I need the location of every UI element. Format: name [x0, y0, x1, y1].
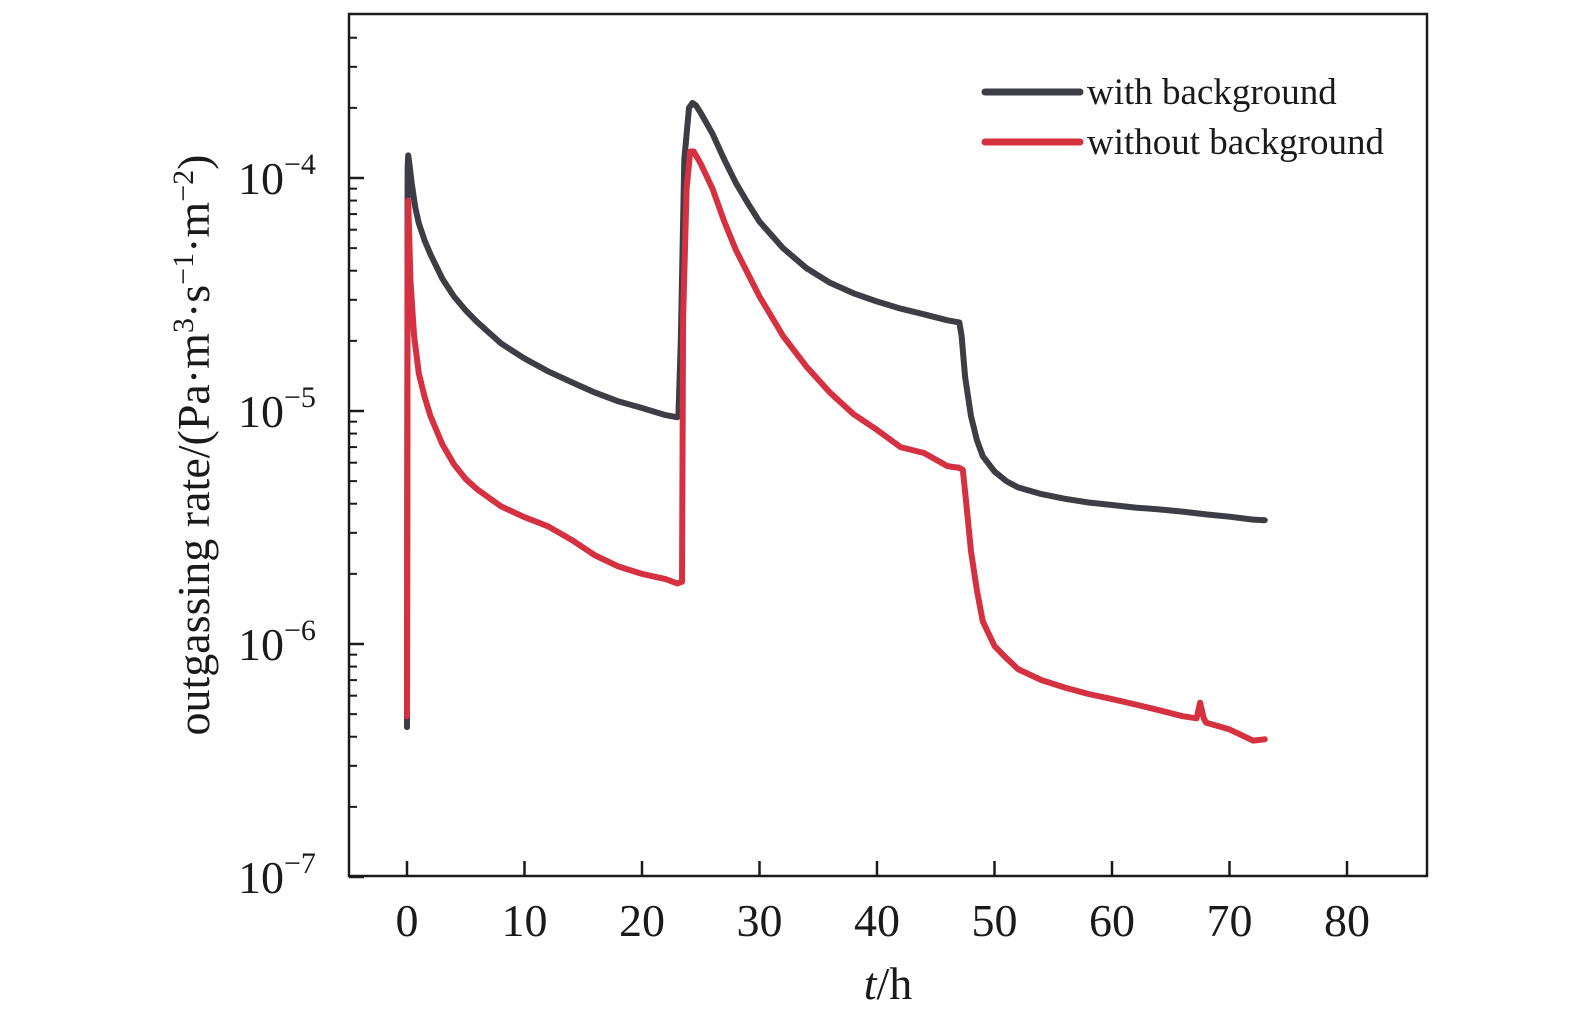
- x-tick-label: 20: [619, 895, 665, 946]
- y-tick-label: 10−4: [238, 148, 316, 204]
- x-tick-label: 10: [502, 895, 548, 946]
- y-tick-label-exponent: −6: [284, 614, 316, 647]
- legend-label-without-background: without background: [1087, 122, 1384, 163]
- y-tick-label: 10−5: [238, 381, 316, 437]
- x-tick-label: 80: [1324, 895, 1370, 946]
- y-axis-title-sup: 3: [167, 318, 200, 333]
- y-minor-ticks: [349, 36, 357, 808]
- y-axis-title-sup: −1: [167, 253, 200, 285]
- y-tick-label-exponent: −7: [284, 847, 316, 880]
- x-tick-label: 0: [396, 895, 419, 946]
- x-axis-title-unit: /h: [877, 958, 913, 1009]
- legend: with background without background: [981, 72, 1384, 163]
- y-axis-title-part: ·s: [168, 285, 219, 318]
- series-line-with-background: [404, 99, 1268, 731]
- y-tick-label: 10−6: [238, 614, 316, 670]
- x-tick-label: 70: [1207, 895, 1253, 946]
- x-tick-label: 40: [854, 895, 900, 946]
- plot-frame: [347, 12, 1429, 878]
- x-tick-label: 30: [737, 895, 783, 946]
- x-axis-title-variable: t: [864, 958, 878, 1009]
- y-tick-label-base: 10: [238, 153, 284, 204]
- y-axis-title-part: ·m: [168, 202, 219, 253]
- series-layer: [404, 99, 1268, 744]
- y-axis-ticks: 10−710−610−510−4: [238, 148, 364, 903]
- y-tick-label-base: 10: [238, 852, 284, 903]
- x-axis-title: t/h: [864, 958, 913, 1009]
- y-axis-title-sup: −2: [167, 170, 200, 202]
- y-axis-title-part: outgassing rate/(Pa·m: [168, 333, 219, 736]
- y-axis-title-part: ): [168, 155, 219, 170]
- x-axis-ticks: 0 10 20 30 40 50 60 70 80: [396, 861, 1370, 946]
- x-tick-label: 50: [972, 895, 1018, 946]
- series-line-without-background: [404, 148, 1268, 744]
- y-tick-label-exponent: −4: [284, 148, 316, 181]
- y-tick-label: 10−7: [238, 847, 316, 903]
- y-tick-label-base: 10: [238, 386, 284, 437]
- x-tick-label: 60: [1089, 895, 1135, 946]
- y-axis-title: outgassing rate/(Pa·m3·s−1·m−2): [167, 155, 219, 736]
- legend-label-with-background: with background: [1087, 72, 1337, 113]
- y-tick-label-exponent: −5: [284, 381, 316, 414]
- y-tick-label-base: 10: [238, 619, 284, 670]
